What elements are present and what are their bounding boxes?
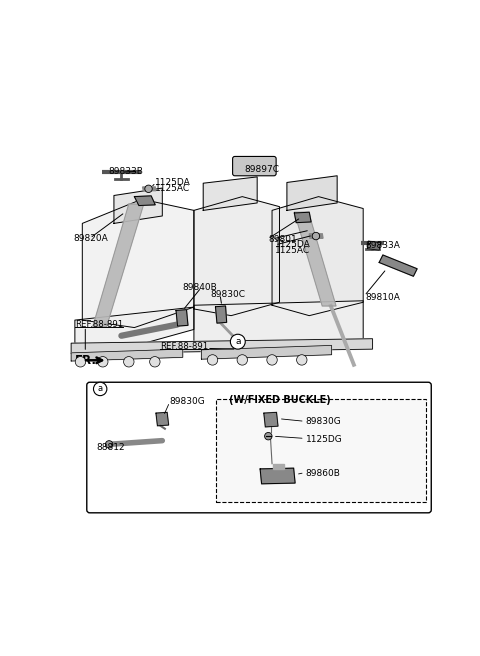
- Circle shape: [230, 335, 245, 349]
- Text: 89830G: 89830G: [305, 417, 341, 426]
- Circle shape: [124, 357, 134, 367]
- Text: 89860B: 89860B: [305, 469, 340, 478]
- Polygon shape: [194, 300, 363, 350]
- Polygon shape: [93, 204, 144, 327]
- Circle shape: [267, 355, 277, 365]
- Circle shape: [106, 441, 113, 448]
- Polygon shape: [71, 349, 183, 361]
- Circle shape: [97, 357, 108, 367]
- Polygon shape: [260, 468, 295, 484]
- Polygon shape: [194, 197, 279, 316]
- Polygon shape: [309, 234, 323, 238]
- Circle shape: [207, 355, 218, 365]
- Text: REF.88-891: REF.88-891: [75, 320, 123, 329]
- Polygon shape: [294, 213, 336, 306]
- Polygon shape: [216, 306, 227, 323]
- Polygon shape: [156, 413, 168, 426]
- Text: a: a: [235, 337, 240, 346]
- Text: 89801: 89801: [268, 235, 297, 243]
- Text: 1125DA: 1125DA: [155, 178, 191, 187]
- Text: 89820A: 89820A: [73, 234, 108, 243]
- Circle shape: [94, 382, 107, 396]
- Circle shape: [150, 357, 160, 367]
- Polygon shape: [273, 464, 284, 469]
- Polygon shape: [272, 197, 363, 316]
- Circle shape: [75, 357, 85, 367]
- Text: (W/FIXED BUCKLE): (W/FIXED BUCKLE): [229, 395, 331, 405]
- Text: 1125AC: 1125AC: [155, 184, 190, 193]
- FancyBboxPatch shape: [87, 382, 431, 513]
- Text: 89810A: 89810A: [365, 293, 400, 302]
- Text: 88812: 88812: [96, 443, 125, 452]
- Polygon shape: [176, 310, 188, 326]
- Polygon shape: [287, 176, 337, 211]
- Text: REF.88-891: REF.88-891: [160, 342, 208, 352]
- Polygon shape: [264, 413, 278, 427]
- Text: 89897C: 89897C: [244, 165, 279, 174]
- Text: a: a: [97, 384, 103, 394]
- Polygon shape: [202, 346, 332, 359]
- Circle shape: [264, 432, 272, 440]
- Text: 89833B: 89833B: [108, 167, 143, 176]
- Polygon shape: [83, 199, 194, 327]
- Text: 89840B: 89840B: [183, 283, 217, 292]
- Circle shape: [312, 232, 320, 240]
- Text: 89833A: 89833A: [365, 241, 400, 250]
- Circle shape: [237, 355, 248, 365]
- FancyBboxPatch shape: [233, 156, 276, 176]
- Text: 1125AC: 1125AC: [275, 247, 310, 255]
- Polygon shape: [143, 187, 156, 191]
- Polygon shape: [367, 241, 381, 250]
- Text: 1125DG: 1125DG: [305, 435, 342, 443]
- Circle shape: [297, 355, 307, 365]
- Polygon shape: [294, 213, 311, 222]
- Circle shape: [145, 185, 152, 192]
- Polygon shape: [379, 255, 417, 276]
- Text: 89830C: 89830C: [211, 291, 246, 299]
- Text: 89830G: 89830G: [170, 398, 205, 407]
- Polygon shape: [75, 307, 194, 348]
- Polygon shape: [71, 338, 372, 354]
- Polygon shape: [114, 188, 162, 224]
- Polygon shape: [203, 177, 257, 211]
- Bar: [216, 399, 426, 502]
- Text: 1125DA: 1125DA: [275, 241, 311, 249]
- Text: FR.: FR.: [75, 354, 97, 367]
- Polygon shape: [134, 196, 155, 205]
